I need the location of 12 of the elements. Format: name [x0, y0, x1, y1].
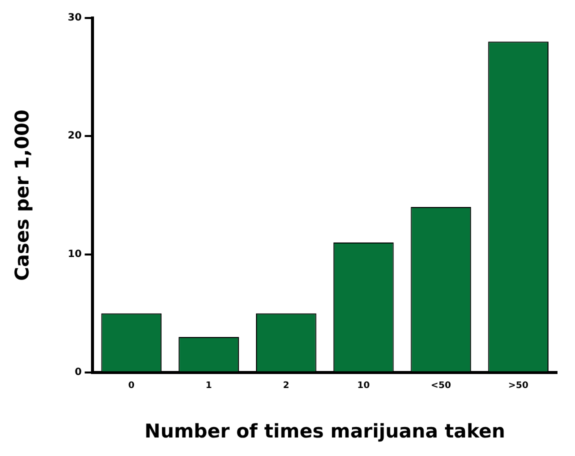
x-tick-label: 2 [283, 381, 290, 392]
x-tick-label: <50 [430, 381, 451, 392]
x-tick-label: 0 [128, 381, 135, 392]
y-tick-label: 10 [68, 248, 82, 260]
y-axis-title: Cases per 1,000 [11, 109, 34, 281]
x-tick-label: >50 [508, 381, 528, 392]
y-tick-label: 0 [74, 366, 82, 378]
y-tick-label: 20 [68, 130, 82, 142]
x-axis-title: Number of times marijuana taken [144, 420, 506, 443]
x-tick-label: 10 [357, 381, 370, 392]
x-tick-label: 1 [206, 381, 212, 392]
y-tick-label: 30 [68, 12, 82, 24]
